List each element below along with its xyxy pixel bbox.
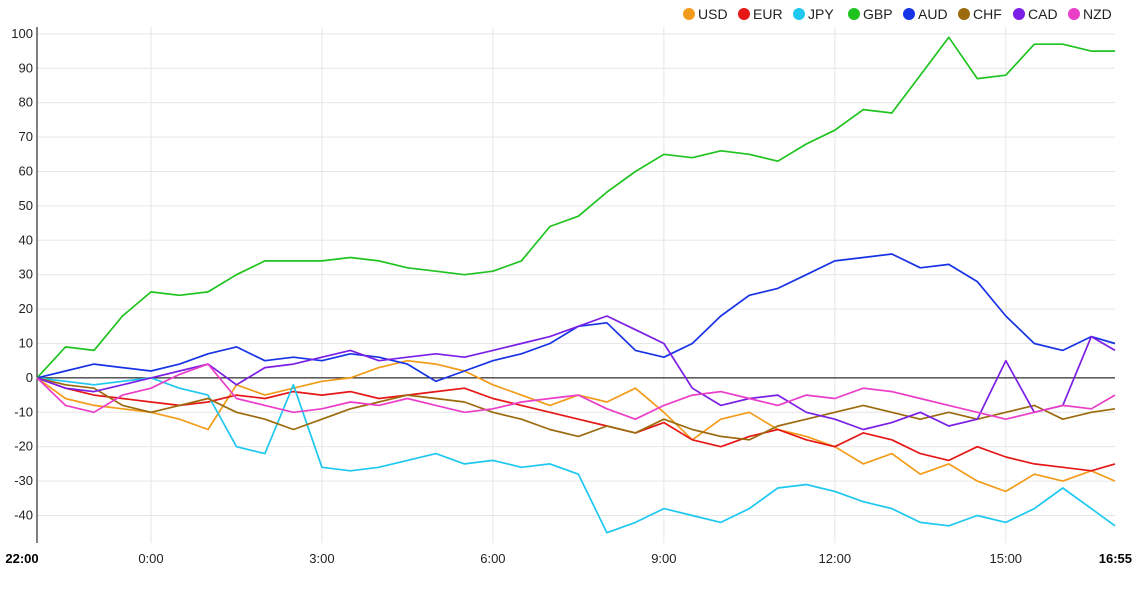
legend-swatch — [1068, 8, 1080, 20]
legend[interactable]: USD EUR JPY GBP AUD CHF CAD NZD — [683, 6, 1112, 22]
x-tick-label: 0:00 — [138, 551, 163, 566]
series-line-gbp[interactable] — [36, 36, 1115, 379]
y-tick-label: 20 — [19, 301, 33, 316]
series-line-aud[interactable] — [36, 253, 1116, 383]
y-tick-label: 100 — [11, 26, 33, 41]
legend-item-usd[interactable]: USD — [683, 6, 728, 22]
legend-item-jpy[interactable]: JPY — [793, 6, 834, 22]
x-tick-label: 22:00 — [5, 551, 38, 566]
series-line-cad[interactable] — [36, 315, 1116, 431]
legend-swatch — [683, 8, 695, 20]
legend-label: EUR — [753, 6, 783, 22]
y-tick-label: -40 — [14, 507, 33, 522]
legend-label: GBP — [863, 6, 893, 22]
y-tick-label: -30 — [14, 473, 33, 488]
y-tick-label: 40 — [19, 232, 33, 247]
legend-item-aud[interactable]: AUD — [903, 6, 948, 22]
legend-swatch — [793, 8, 805, 20]
legend-label: AUD — [918, 6, 948, 22]
legend-swatch — [738, 8, 750, 20]
legend-swatch — [903, 8, 915, 20]
y-tick-label: 60 — [19, 163, 33, 178]
series-line-nzd[interactable] — [36, 363, 1116, 421]
x-tick-label: 12:00 — [819, 551, 852, 566]
y-tick-label: 90 — [19, 60, 33, 75]
series-line-chf[interactable] — [36, 377, 1116, 441]
grid-layer — [37, 27, 1115, 543]
legend-item-chf[interactable]: CHF — [958, 6, 1002, 22]
x-tick-label: 16:55 — [1099, 551, 1132, 566]
series-line-jpy[interactable] — [36, 377, 1116, 534]
y-tick-label: 30 — [19, 267, 33, 282]
legend-label: JPY — [808, 6, 834, 22]
legend-label: CAD — [1028, 6, 1058, 22]
y-tick-label: 0 — [26, 370, 33, 385]
series-line-eur[interactable] — [36, 377, 1116, 472]
legend-label: USD — [698, 6, 728, 22]
y-tick-label: -20 — [14, 439, 33, 454]
x-tick-label: 3:00 — [309, 551, 334, 566]
legend-label: NZD — [1083, 6, 1112, 22]
x-tick-label: 6:00 — [480, 551, 505, 566]
legend-swatch — [958, 8, 970, 20]
legend-item-gbp[interactable]: GBP — [848, 6, 893, 22]
series-line-usd[interactable] — [36, 359, 1116, 493]
x-tick-label: 9:00 — [651, 551, 676, 566]
legend-label: CHF — [973, 6, 1002, 22]
legend-item-cad[interactable]: CAD — [1013, 6, 1058, 22]
legend-item-eur[interactable]: EUR — [738, 6, 783, 22]
legend-swatch — [848, 8, 860, 20]
x-tick-label: 15:00 — [990, 551, 1023, 566]
y-tick-label: 80 — [19, 95, 33, 110]
series-layer — [36, 36, 1116, 534]
y-tick-label: 50 — [19, 198, 33, 213]
y-tick-label: -10 — [14, 404, 33, 419]
legend-swatch — [1013, 8, 1025, 20]
y-tick-label: 10 — [19, 335, 33, 350]
y-tick-label: 70 — [19, 129, 33, 144]
legend-item-nzd[interactable]: NZD — [1068, 6, 1112, 22]
